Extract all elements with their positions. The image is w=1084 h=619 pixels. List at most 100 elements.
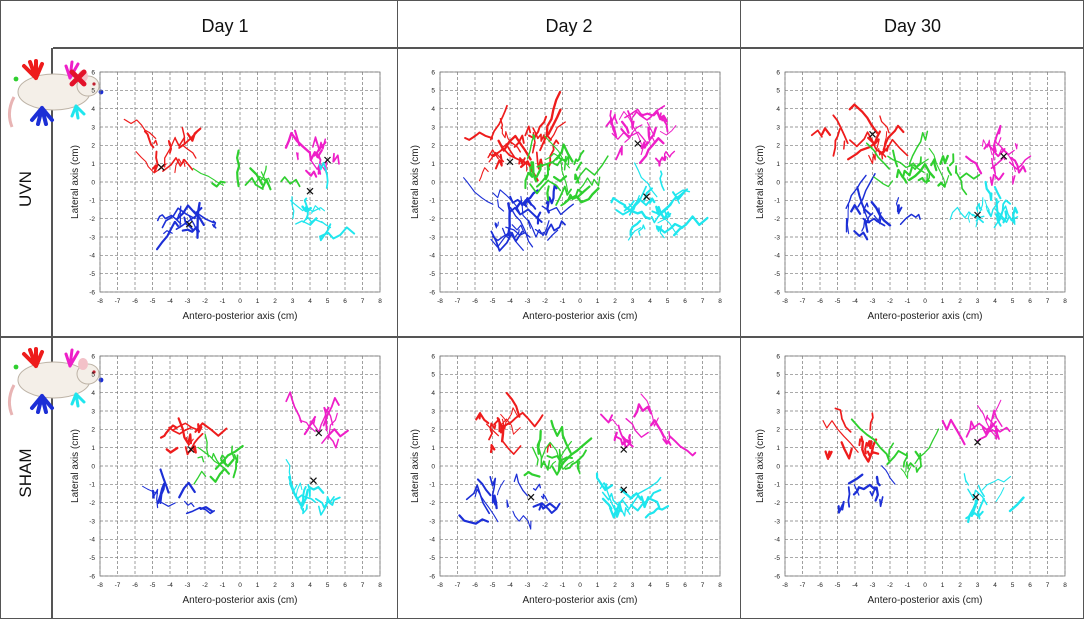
paw-trace <box>538 502 561 514</box>
paw-trace <box>501 418 507 430</box>
x-tick-label: -5 <box>835 298 841 305</box>
x-tick-label: 7 <box>361 582 365 589</box>
paw-trace <box>167 140 172 154</box>
y-tick-label: -6 <box>774 573 780 580</box>
y-tick-label: -3 <box>774 234 780 241</box>
paw-trace <box>948 153 955 167</box>
paw-trace <box>307 484 311 497</box>
paw-trace <box>291 196 295 219</box>
mean-position-marker <box>310 477 317 485</box>
paw-trace <box>615 145 623 161</box>
y-tick-label: 6 <box>91 69 95 76</box>
paw-trace <box>546 185 550 202</box>
paw-trace <box>465 484 490 515</box>
paw-trace <box>995 487 1005 502</box>
y-tick-label: -6 <box>89 573 95 580</box>
paw-trace <box>1009 156 1027 174</box>
paw-trace <box>925 170 931 184</box>
paw-trace <box>194 422 228 437</box>
x-tick-label: 8 <box>718 298 722 305</box>
paw-trace <box>949 206 974 221</box>
x-tick-label: 1 <box>596 298 600 305</box>
paw-trace <box>296 494 316 503</box>
paw-trace <box>824 450 833 460</box>
mean-marker-stroke <box>1000 152 1008 160</box>
paw-trace <box>659 125 677 136</box>
paw-trace <box>664 430 671 444</box>
paw-trace <box>531 446 539 466</box>
column-header-day2: Day 2 <box>545 16 593 36</box>
y-tick-label: 3 <box>776 408 780 415</box>
paw-trace <box>599 482 619 515</box>
paw-trace <box>1014 143 1018 150</box>
x-tick-label: 0 <box>578 582 582 589</box>
paw-trace <box>135 151 167 174</box>
paw-trace <box>500 426 505 443</box>
paw-trace <box>494 153 503 170</box>
paw-trace <box>651 188 689 216</box>
x-tick-label: -7 <box>455 298 461 305</box>
paw-trace <box>627 227 642 241</box>
x-tick-label: 5 <box>666 298 670 305</box>
paw-trace <box>609 501 623 519</box>
paw-trace <box>536 156 567 168</box>
paw-trace <box>644 505 670 519</box>
paw-trace <box>319 226 356 240</box>
paw-trace <box>640 495 650 509</box>
paw-trace <box>193 470 207 485</box>
paw-trace <box>485 423 500 437</box>
mean-marker-stroke <box>974 438 981 446</box>
paw-trace <box>555 143 574 163</box>
y-tick-label: -2 <box>429 500 435 507</box>
paw-trace <box>993 205 1019 229</box>
paw-trace <box>536 429 542 455</box>
paw-trace <box>638 112 654 117</box>
paw-trace <box>970 499 978 517</box>
y-tick-label: 0 <box>776 463 780 470</box>
y-tick-label: -5 <box>774 271 780 278</box>
paw-trace <box>875 475 881 487</box>
row-label-sham: SHAM <box>16 448 35 498</box>
y-tick-label: 3 <box>431 408 435 415</box>
paw-trace <box>867 130 882 146</box>
y-tick-label: -4 <box>774 253 780 260</box>
x-tick-label: 7 <box>361 298 365 305</box>
paw-trace <box>544 220 566 236</box>
paw-trace <box>505 391 521 418</box>
paw-trace <box>532 127 546 144</box>
mean-marker-stroke <box>187 446 195 453</box>
paw-trace <box>177 417 192 445</box>
y-tick-label: -3 <box>429 234 435 241</box>
y-tick-label: -1 <box>89 198 95 205</box>
paw-trace <box>564 449 587 470</box>
paw-trace <box>941 418 966 446</box>
header-divider <box>53 47 1084 49</box>
x-tick-label: -8 <box>782 298 788 305</box>
y-tick-label: -5 <box>89 271 95 278</box>
paw-trace <box>984 199 990 211</box>
paw-trace <box>659 170 665 191</box>
x-tick-label: -2 <box>887 298 893 305</box>
paw-trace <box>162 157 194 172</box>
paw-trace-series <box>285 458 341 516</box>
y-tick-label: -4 <box>89 537 95 544</box>
mean-marker-stroke <box>527 493 535 501</box>
y-tick-label: 0 <box>431 463 435 470</box>
mean-marker-stroke <box>643 193 650 201</box>
paw-trace <box>211 180 226 188</box>
y-tick-label: -5 <box>429 555 435 562</box>
paw-trace <box>491 231 512 242</box>
x-tick-label: -6 <box>132 298 138 305</box>
paw-trace <box>610 197 627 207</box>
x-tick-label: 1 <box>941 582 945 589</box>
paw-trace <box>499 118 504 130</box>
y-tick-label: 1 <box>91 445 95 452</box>
paw-trace <box>463 177 494 205</box>
mean-position-marker <box>527 493 535 501</box>
paw-trace <box>296 152 299 161</box>
mean-position-marker <box>643 193 650 201</box>
paw-trace <box>958 172 981 180</box>
y-axis-label: Lateral axis (cm) <box>70 145 81 219</box>
paw-trace <box>214 444 244 470</box>
paw-trace <box>532 502 558 510</box>
